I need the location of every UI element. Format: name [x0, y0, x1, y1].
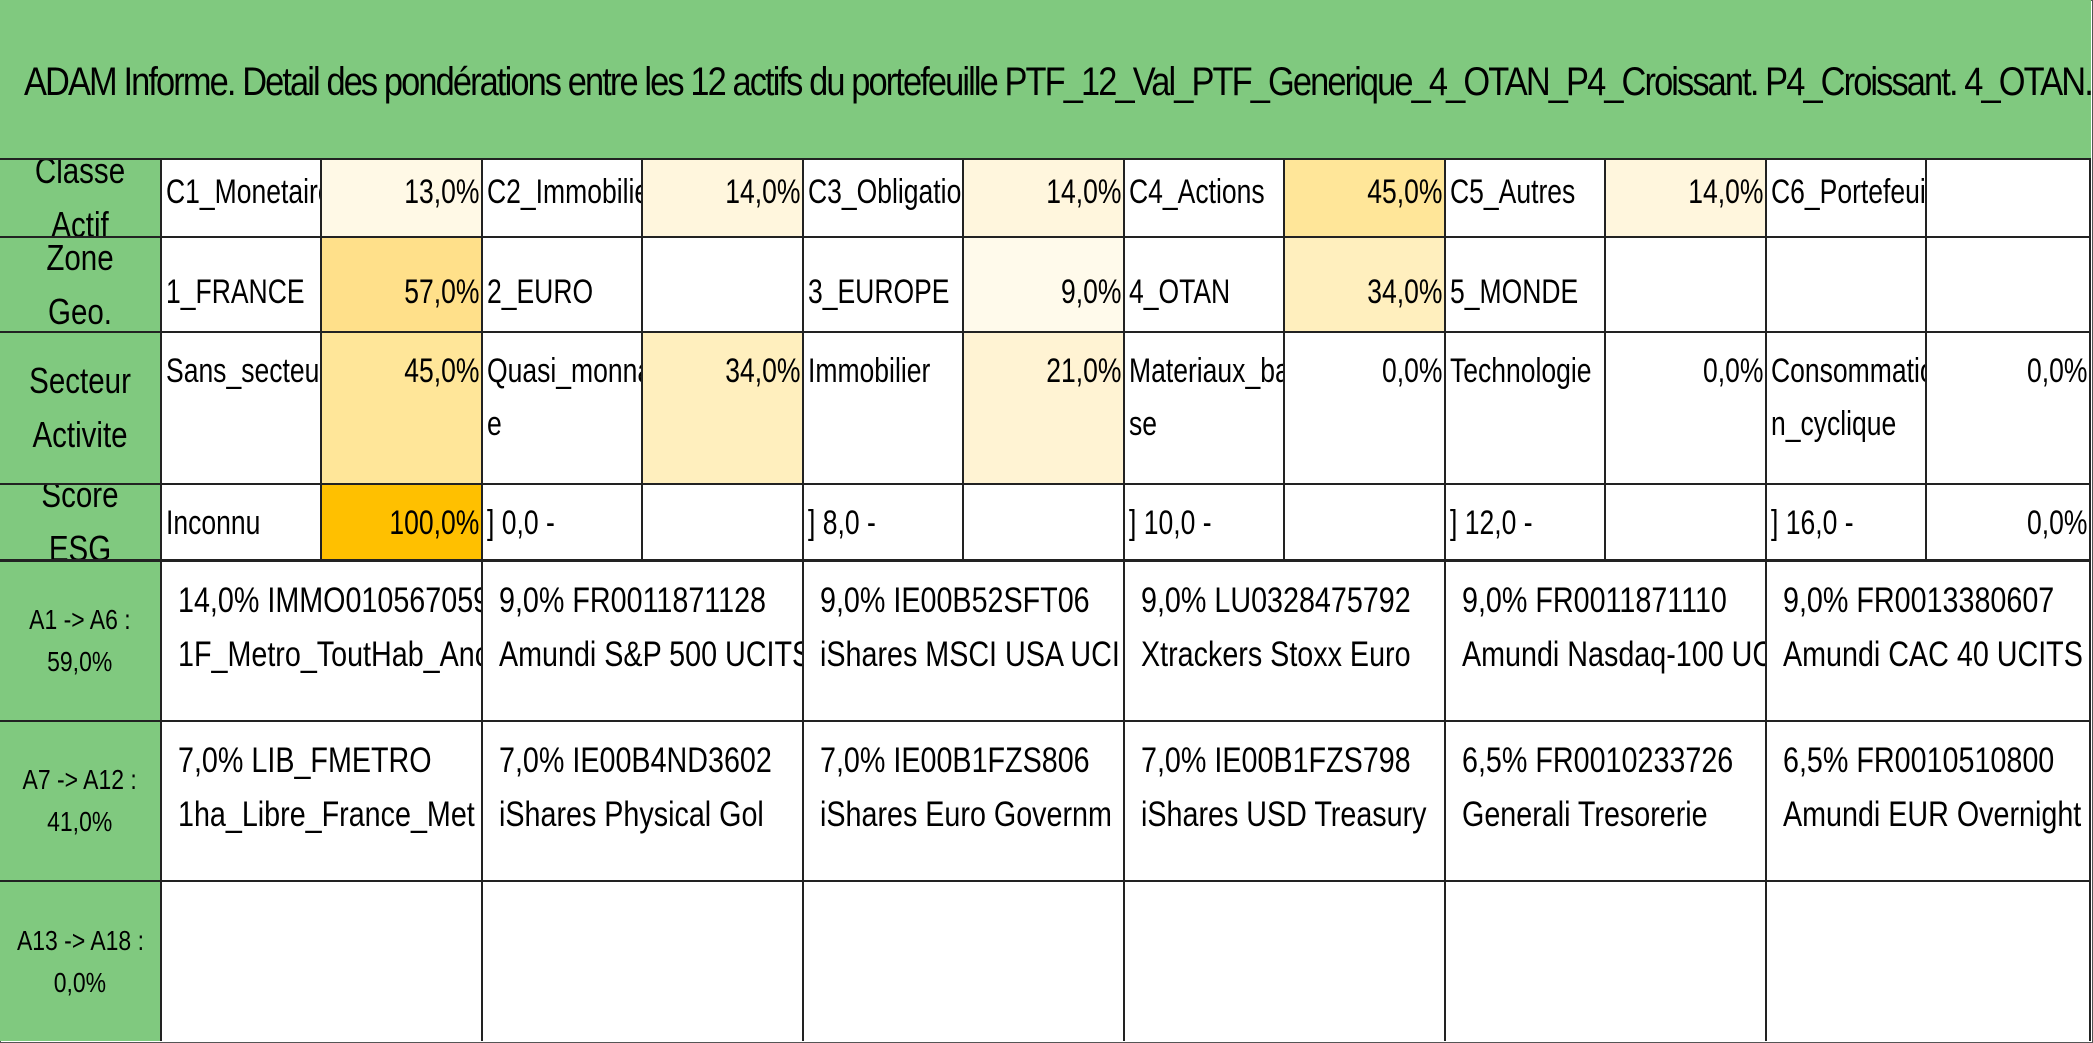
- classe-name-5: C5_Autres: [1446, 158, 1606, 238]
- zone-pct-5: [1606, 238, 1767, 333]
- zone-name-1: 1_FRANCE: [162, 238, 322, 333]
- secteur-pct-6: 0,0%: [1927, 333, 2091, 485]
- classe-name-4: C4_Actions: [1125, 158, 1285, 238]
- group-label-3: A13 -> A18 :0,0%: [0, 882, 162, 1041]
- zone-name-5: 5_MONDE: [1446, 238, 1606, 333]
- asset-7: 7,0% LIB_FMETRO 1ha_Libre_France_Met: [162, 722, 483, 882]
- classe-name-6: C6_Portefeuille: [1767, 158, 1927, 238]
- zone-name-2: 2_EURO: [483, 238, 643, 333]
- asset-5: 9,0% FR0011871110 Amundi Nasdaq-100 UC: [1446, 562, 1767, 722]
- classe-pct-5: 14,0%: [1606, 158, 1767, 238]
- secteur-pct-5: 0,0%: [1606, 333, 1767, 485]
- asset-11: 6,5% FR0010233726 Generali Tresorerie: [1446, 722, 1767, 882]
- asset-18: [1767, 882, 2091, 1041]
- row-label-classe: Classe Actif: [0, 158, 162, 238]
- esg-pct-4: [1285, 485, 1446, 562]
- classe-name-1: C1_Monetaire: [162, 158, 322, 238]
- esg-pct-6: 0,0%: [1927, 485, 2091, 562]
- esg-pct-3: [964, 485, 1125, 562]
- secteur-pct-3: 21,0%: [964, 333, 1125, 485]
- asset-12: 6,5% FR0010510800 Amundi EUR Overnight: [1767, 722, 2091, 882]
- secteur-pct-4: 0,0%: [1285, 333, 1446, 485]
- classe-pct-2: 14,0%: [643, 158, 804, 238]
- asset-10: 7,0% IE00B1FZS798 iShares USD Treasury: [1125, 722, 1446, 882]
- row-label-zone: Zone Geo.: [0, 238, 162, 333]
- asset-1: 14,0% IMMO010567059 1F_Metro_ToutHab_Anc: [162, 562, 483, 722]
- title-bar: ADAM Informe. Detail des pondérations en…: [0, 0, 2093, 158]
- asset-3: 9,0% IE00B52SFT06 iShares MSCI USA UCI: [804, 562, 1125, 722]
- classe-pct-6: [1927, 158, 2091, 238]
- esg-name-2: ] 0,0 - 8,0): [483, 485, 643, 562]
- classe-name-3: C3_Obligations: [804, 158, 964, 238]
- asset-13: [162, 882, 483, 1041]
- zone-pct-6: [1927, 238, 2091, 333]
- asset-17: [1446, 882, 1767, 1041]
- group-label-2: A7 -> A12 :41,0%: [0, 722, 162, 882]
- esg-pct-1: 100,0%: [322, 485, 483, 562]
- esg-pct-5: [1606, 485, 1767, 562]
- asset-9: 7,0% IE00B1FZS806 iShares Euro Governm: [804, 722, 1125, 882]
- zone-pct-4: 34,0%: [1285, 238, 1446, 333]
- asset-8: 7,0% IE00B4ND3602 iShares Physical Gol: [483, 722, 804, 882]
- zone-name-3: 3_EUROPE: [804, 238, 964, 333]
- esg-name-3: ] 8,0 - 10,0): [804, 485, 964, 562]
- esg-name-1: Inconnu: [162, 485, 322, 562]
- asset-4: 9,0% LU0328475792 Xtrackers Stoxx Euro: [1125, 562, 1446, 722]
- asset-14: [483, 882, 804, 1041]
- secteur-name-2: Quasi_monnai e: [483, 333, 643, 485]
- zone-pct-2: [643, 238, 804, 333]
- secteur-pct-2: 34,0%: [643, 333, 804, 485]
- zone-pct-3: 9,0%: [964, 238, 1125, 333]
- zone-pct-1: 57,0%: [322, 238, 483, 333]
- secteur-pct-1: 45,0%: [322, 333, 483, 485]
- classe-pct-4: 45,0%: [1285, 158, 1446, 238]
- classe-pct-1: 13,0%: [322, 158, 483, 238]
- secteur-name-3: Immobilier: [804, 333, 964, 485]
- group-label-1: A1 -> A6 :59,0%: [0, 562, 162, 722]
- secteur-name-1: Sans_secteur: [162, 333, 322, 485]
- row-label-secteur: Secteur Activite: [0, 333, 162, 485]
- classe-pct-3: 14,0%: [964, 158, 1125, 238]
- esg-name-4: ] 10,0 - 12,0): [1125, 485, 1285, 562]
- asset-16: [1125, 882, 1446, 1041]
- asset-2: 9,0% FR0011871128 Amundi S&P 500 UCITS: [483, 562, 804, 722]
- zone-name-6: [1767, 238, 1927, 333]
- page-title: ADAM Informe. Detail des pondérations en…: [24, 60, 2093, 104]
- esg-name-6: ] 16,0 - 20,0): [1767, 485, 1927, 562]
- esg-pct-2: [643, 485, 804, 562]
- secteur-name-6: Consommatio n_cyclique: [1767, 333, 1927, 485]
- esg-name-5: ] 12,0 - 16,0): [1446, 485, 1606, 562]
- secteur-name-5: Technologie: [1446, 333, 1606, 485]
- row-label-esg: Score ESG: [0, 485, 162, 562]
- secteur-name-4: Materiaux_ba se: [1125, 333, 1285, 485]
- zone-name-4: 4_OTAN: [1125, 238, 1285, 333]
- asset-15: [804, 882, 1125, 1041]
- classe-name-2: C2_Immobilier: [483, 158, 643, 238]
- asset-6: 9,0% FR0013380607 Amundi CAC 40 UCITS: [1767, 562, 2091, 722]
